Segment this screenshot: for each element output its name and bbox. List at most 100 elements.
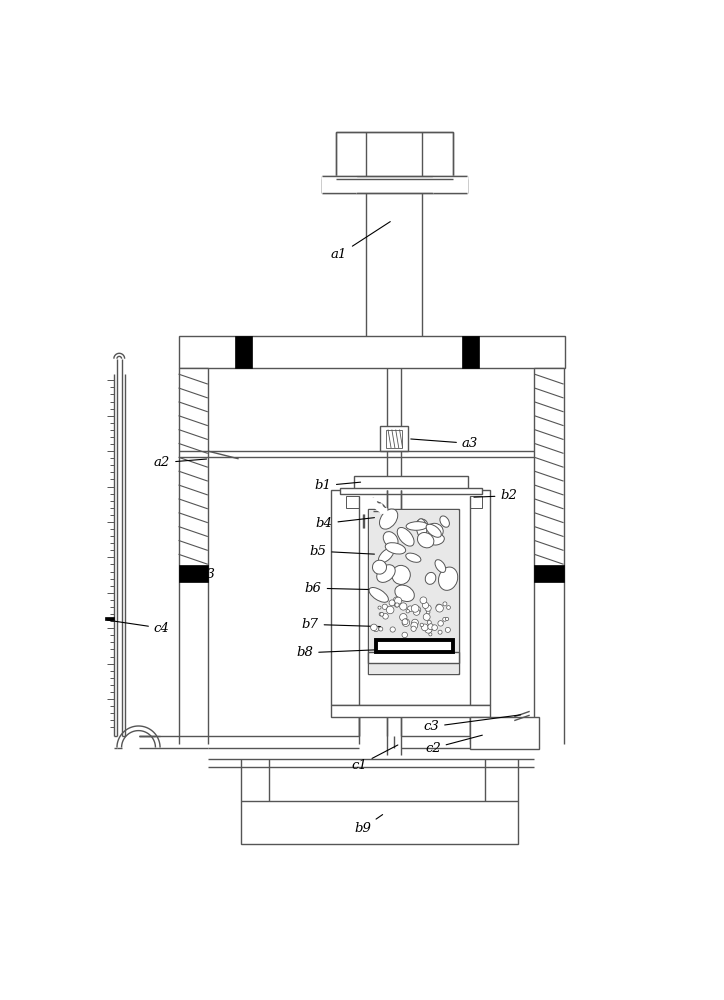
Circle shape [425,605,432,611]
Text: b1: b1 [314,479,361,492]
Circle shape [429,633,432,636]
Ellipse shape [439,567,458,590]
Circle shape [383,614,388,619]
Ellipse shape [372,560,387,574]
Ellipse shape [369,588,388,602]
Circle shape [387,606,394,614]
Bar [241,801,518,844]
Ellipse shape [426,524,442,537]
Circle shape [443,602,447,606]
Text: b6: b6 [305,582,374,595]
Circle shape [373,626,379,632]
Bar [346,496,358,508]
Circle shape [390,627,395,632]
Circle shape [425,626,432,633]
Circle shape [411,626,416,631]
Circle shape [411,605,419,612]
Bar [534,565,563,582]
Bar [105,617,114,620]
Circle shape [442,617,447,621]
Ellipse shape [376,565,395,582]
Bar [340,488,482,494]
Ellipse shape [397,527,414,546]
Circle shape [445,617,449,621]
Bar [376,640,452,652]
Text: a2: a2 [154,456,206,469]
Ellipse shape [406,522,428,530]
Circle shape [412,619,418,626]
Circle shape [436,604,442,610]
Circle shape [445,627,450,632]
Ellipse shape [385,543,405,554]
Circle shape [447,606,450,609]
Circle shape [436,605,443,612]
Polygon shape [433,176,466,193]
Ellipse shape [435,560,446,572]
Ellipse shape [395,585,414,602]
Circle shape [371,624,377,631]
Text: b8: b8 [296,646,374,659]
Text: b3: b3 [181,568,216,581]
Text: c3: c3 [424,715,521,733]
Ellipse shape [379,548,394,563]
Text: a1: a1 [331,222,390,261]
Circle shape [420,623,424,627]
Circle shape [400,614,407,621]
Circle shape [422,602,429,608]
Circle shape [432,625,437,630]
Ellipse shape [416,519,427,538]
Circle shape [402,619,408,625]
Bar [534,368,563,567]
Polygon shape [321,176,355,193]
Bar [235,336,252,368]
Bar [321,176,466,193]
Bar [380,426,408,451]
Circle shape [378,606,381,609]
Text: b9: b9 [354,815,382,835]
Ellipse shape [418,532,434,548]
Text: a3: a3 [411,437,478,450]
Ellipse shape [425,572,436,584]
Circle shape [402,619,410,626]
Ellipse shape [416,519,428,533]
Circle shape [428,624,434,630]
Circle shape [414,606,421,613]
Circle shape [411,622,418,629]
Text: b2: b2 [474,489,517,502]
Text: c1: c1 [351,745,398,772]
Circle shape [379,612,383,616]
Circle shape [389,600,395,606]
Ellipse shape [440,516,450,527]
Circle shape [400,603,407,610]
Circle shape [395,597,402,604]
Bar [470,717,539,749]
Ellipse shape [426,523,443,538]
Bar [368,509,459,674]
Circle shape [395,603,399,607]
Bar [369,510,458,674]
Circle shape [438,630,442,634]
Circle shape [429,629,432,632]
Ellipse shape [392,565,411,584]
Circle shape [427,620,432,624]
Circle shape [406,609,410,613]
Bar [331,705,489,717]
Circle shape [379,627,383,631]
Ellipse shape [379,509,397,529]
Bar [179,565,208,582]
Bar [331,490,489,705]
Circle shape [380,612,384,616]
Circle shape [413,609,420,615]
Circle shape [408,606,413,612]
Bar [387,430,402,448]
Circle shape [421,624,428,631]
Circle shape [438,621,443,626]
Bar [336,132,452,179]
Ellipse shape [383,532,398,547]
Text: b4: b4 [316,517,374,530]
Bar [179,368,208,567]
Circle shape [395,603,399,607]
Circle shape [426,610,430,614]
Circle shape [393,597,401,604]
Bar [179,336,565,368]
